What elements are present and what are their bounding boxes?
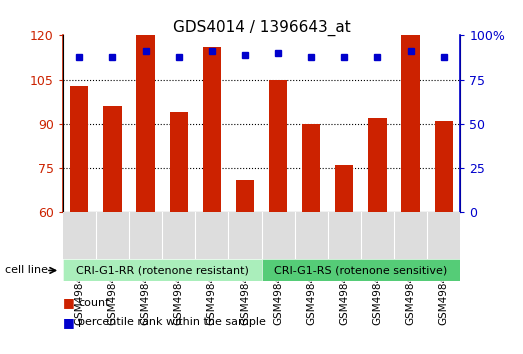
Text: ■: ■	[63, 316, 74, 329]
Bar	[302, 124, 320, 212]
Bar	[104, 106, 121, 212]
Text: count: count	[78, 298, 110, 308]
Text: percentile rank within the sample: percentile rank within the sample	[78, 317, 266, 327]
Bar	[70, 86, 88, 212]
Bar	[169, 112, 188, 212]
Bar	[435, 121, 453, 212]
Text: CRI-G1-RS (rotenone sensitive): CRI-G1-RS (rotenone sensitive)	[274, 266, 448, 275]
Text: GDS4014 / 1396643_at: GDS4014 / 1396643_at	[173, 19, 350, 36]
Bar	[368, 118, 386, 212]
Bar	[402, 35, 419, 212]
Bar	[137, 35, 155, 212]
Text: ■: ■	[63, 296, 74, 309]
Text: CRI-G1-RR (rotenone resistant): CRI-G1-RR (rotenone resistant)	[76, 266, 248, 275]
Bar	[269, 80, 287, 212]
Bar	[236, 180, 254, 212]
Bar	[335, 165, 354, 212]
Text: cell line: cell line	[5, 266, 48, 275]
Bar	[203, 47, 221, 212]
